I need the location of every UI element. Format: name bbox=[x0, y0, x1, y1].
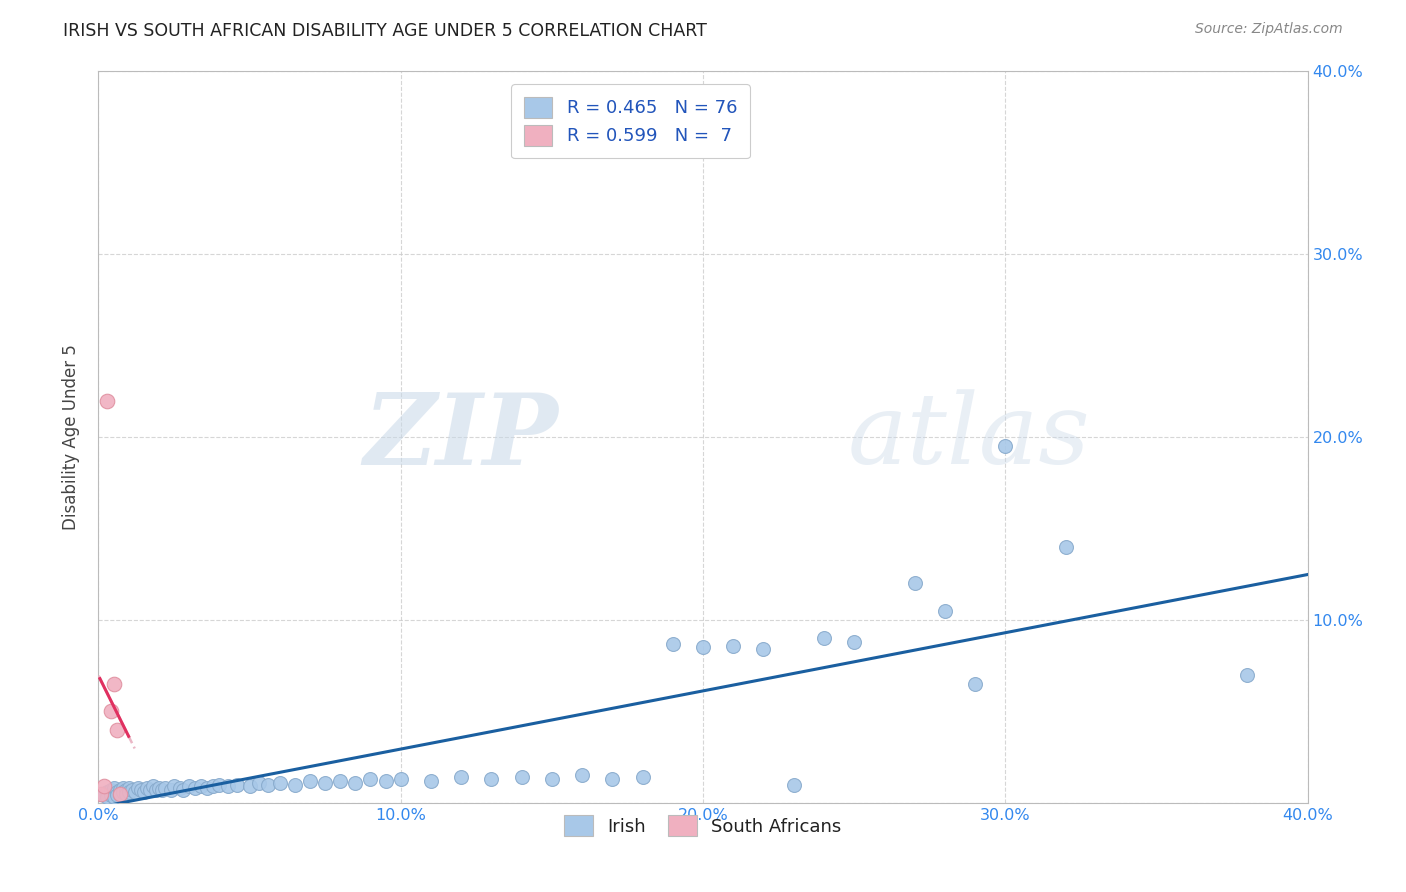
Point bbox=[121, 783, 143, 797]
Point bbox=[389, 772, 412, 786]
Text: ZIP: ZIP bbox=[363, 389, 558, 485]
Point bbox=[153, 781, 176, 796]
Point bbox=[692, 640, 714, 655]
Y-axis label: Disability Age Under 5: Disability Age Under 5 bbox=[62, 344, 80, 530]
Point bbox=[994, 439, 1017, 453]
Point bbox=[602, 772, 624, 786]
Point bbox=[118, 785, 141, 799]
Point bbox=[184, 781, 207, 796]
Point bbox=[96, 785, 118, 799]
Point bbox=[256, 778, 278, 792]
Point bbox=[114, 787, 136, 801]
Point bbox=[965, 677, 987, 691]
Point bbox=[783, 778, 806, 792]
Point bbox=[105, 785, 128, 799]
Point bbox=[139, 783, 162, 797]
Text: IRISH VS SOUTH AFRICAN DISABILITY AGE UNDER 5 CORRELATION CHART: IRISH VS SOUTH AFRICAN DISABILITY AGE UN… bbox=[63, 22, 707, 40]
Point bbox=[169, 781, 191, 796]
Point bbox=[934, 604, 956, 618]
Point bbox=[90, 787, 112, 801]
Point bbox=[103, 781, 125, 796]
Point bbox=[202, 780, 225, 794]
Point bbox=[239, 780, 262, 794]
Point bbox=[844, 635, 866, 649]
Point bbox=[103, 787, 125, 801]
Point bbox=[132, 785, 155, 799]
Point bbox=[420, 773, 443, 788]
Text: atlas: atlas bbox=[848, 390, 1091, 484]
Point bbox=[103, 677, 125, 691]
Point bbox=[111, 785, 134, 799]
Point bbox=[124, 785, 146, 799]
Point bbox=[160, 783, 183, 797]
Point bbox=[90, 787, 112, 801]
Point bbox=[172, 783, 194, 797]
Point bbox=[247, 775, 270, 789]
Point bbox=[114, 783, 136, 797]
Point bbox=[142, 780, 165, 794]
Point bbox=[195, 781, 218, 796]
Point bbox=[904, 576, 927, 591]
Point bbox=[314, 775, 336, 789]
Point bbox=[111, 781, 134, 796]
Point bbox=[129, 783, 152, 797]
Point bbox=[450, 770, 472, 784]
Point bbox=[813, 632, 835, 646]
Point bbox=[96, 393, 118, 408]
Point bbox=[208, 778, 231, 792]
Point bbox=[226, 778, 249, 792]
Point bbox=[179, 780, 201, 794]
Point bbox=[150, 783, 173, 797]
Point bbox=[299, 773, 322, 788]
Point bbox=[93, 789, 115, 803]
Point bbox=[540, 772, 562, 786]
Point bbox=[100, 783, 122, 797]
Point bbox=[105, 789, 128, 803]
Point bbox=[269, 775, 291, 789]
Point bbox=[723, 639, 745, 653]
Point bbox=[135, 781, 157, 796]
Point bbox=[1236, 667, 1258, 681]
Point bbox=[105, 723, 128, 737]
Point bbox=[148, 781, 170, 796]
Point bbox=[100, 789, 122, 803]
Point bbox=[1054, 540, 1077, 554]
Point bbox=[344, 775, 367, 789]
Point bbox=[661, 637, 683, 651]
Point bbox=[217, 780, 239, 794]
Point bbox=[284, 778, 307, 792]
Point bbox=[360, 772, 382, 786]
Point bbox=[481, 772, 503, 786]
Point bbox=[127, 781, 149, 796]
Point bbox=[374, 773, 396, 788]
Legend: Irish, South Africans: Irish, South Africans bbox=[551, 803, 855, 848]
Point bbox=[510, 770, 533, 784]
Point bbox=[100, 705, 122, 719]
Point bbox=[103, 790, 125, 805]
Point bbox=[108, 787, 131, 801]
Point bbox=[108, 787, 131, 801]
Text: Source: ZipAtlas.com: Source: ZipAtlas.com bbox=[1195, 22, 1343, 37]
Point bbox=[145, 783, 167, 797]
Point bbox=[96, 790, 118, 805]
Point bbox=[631, 770, 654, 784]
Point bbox=[329, 773, 352, 788]
Point bbox=[752, 642, 775, 657]
Point bbox=[571, 768, 593, 782]
Point bbox=[190, 780, 212, 794]
Point bbox=[118, 781, 141, 796]
Point bbox=[93, 780, 115, 794]
Point bbox=[108, 783, 131, 797]
Point bbox=[163, 780, 186, 794]
